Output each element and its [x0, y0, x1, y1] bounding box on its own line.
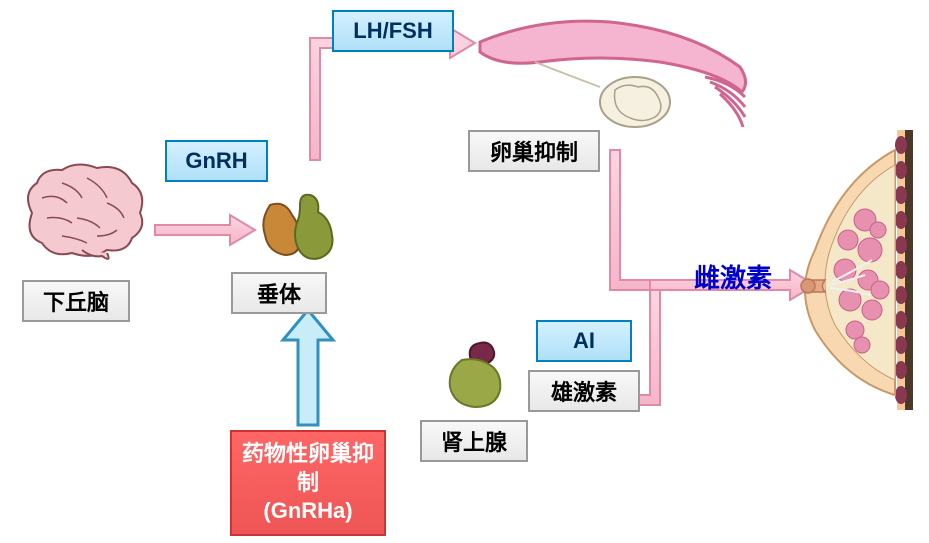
gnrha-line1: 药物性卵巢抑制: [232, 440, 384, 497]
androgen-label: 雄激素: [528, 370, 640, 412]
brain-illustration: [12, 158, 152, 268]
uterus-illustration: [460, 12, 760, 142]
gnrh-label: GnRH: [165, 140, 268, 182]
pituitary-label: 垂体: [231, 272, 327, 314]
ai-label: AI: [536, 320, 632, 362]
gnrha-box: 药物性卵巢抑制 (GnRHa): [230, 430, 386, 536]
lhfsh-label: LH/FSH: [332, 10, 454, 52]
gnrha-line2: (GnRHa): [263, 497, 352, 526]
ovary-suppress-label: 卵巢抑制: [468, 130, 600, 172]
estrogen-label: 雌激素: [694, 258, 772, 295]
pituitary-illustration: [250, 190, 340, 270]
adrenal-label: 肾上腺: [420, 420, 528, 462]
breast-illustration: [800, 130, 925, 410]
hypothalamus-label: 下丘脑: [22, 280, 130, 322]
adrenal-illustration: [440, 335, 510, 415]
